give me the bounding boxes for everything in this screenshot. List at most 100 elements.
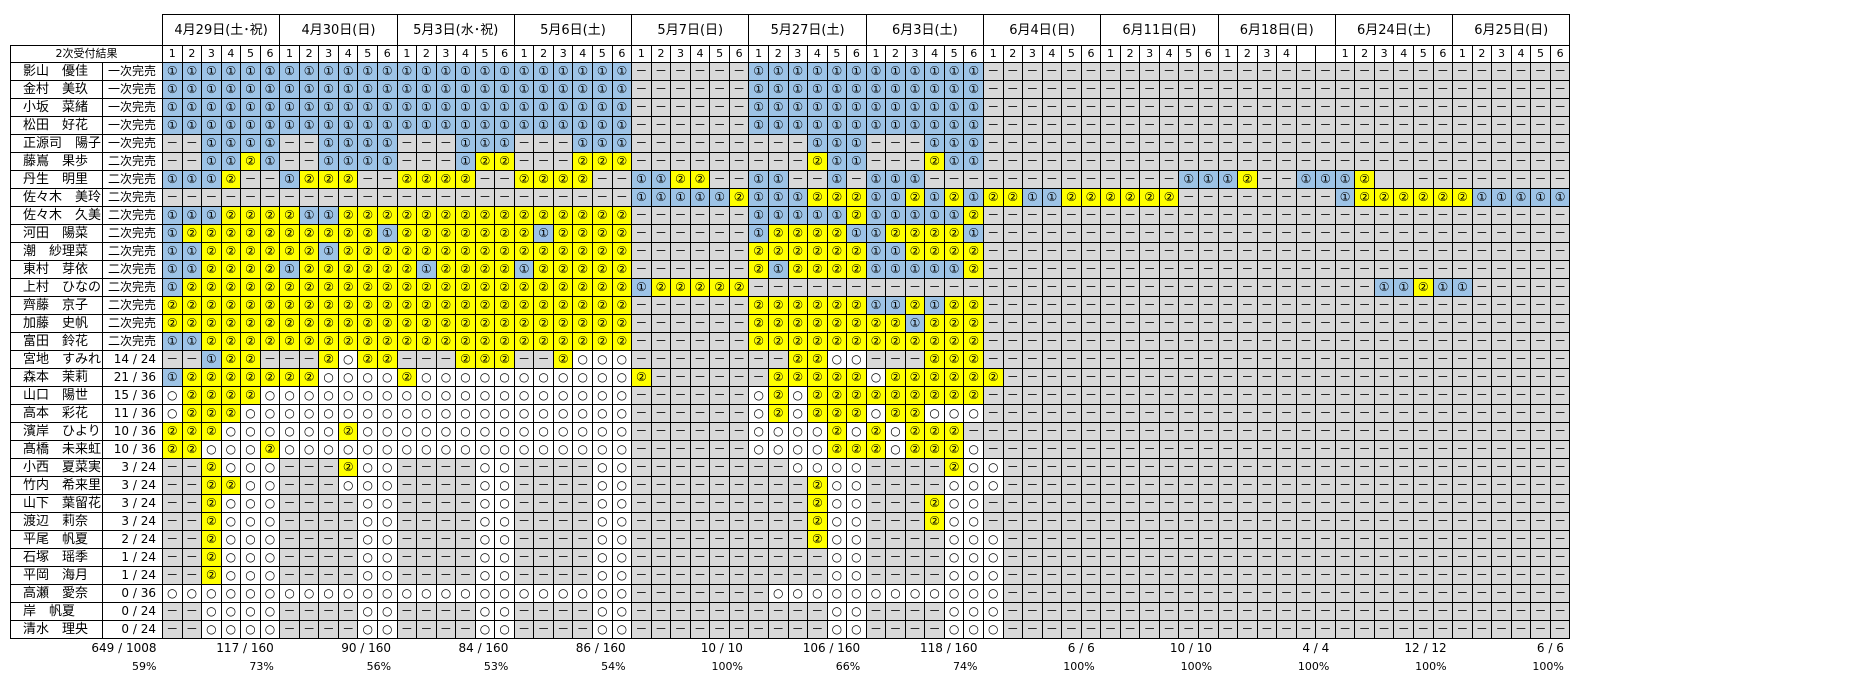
slot-cell: － xyxy=(1549,170,1571,189)
slot-cell: － xyxy=(1158,296,1180,315)
overall-count: 649 / 1008 xyxy=(91,640,157,655)
slot-cell: － xyxy=(318,494,339,513)
slot-cell: － xyxy=(435,494,457,513)
slot-cell: － xyxy=(1373,602,1395,621)
slot-cell: － xyxy=(533,494,554,513)
slot-cell: ② xyxy=(357,206,379,225)
slot-cell: － xyxy=(1510,170,1532,189)
slot-cell: － xyxy=(1393,332,1414,351)
slot-cell: － xyxy=(592,170,613,189)
slot-cell: ○ xyxy=(357,512,379,531)
slot-cell: － xyxy=(1217,224,1239,243)
slot-cell: － xyxy=(670,224,691,243)
slot-cell: － xyxy=(337,602,359,621)
slot-cell: ① xyxy=(767,116,789,135)
slot-cell: ① xyxy=(533,224,554,243)
slot-cell: － xyxy=(1061,62,1082,81)
slot-cell: ① xyxy=(963,224,984,243)
slot-cell: － xyxy=(1491,98,1512,117)
slot-cell: ① xyxy=(494,98,515,117)
slot-cell: － xyxy=(1061,368,1082,387)
slot-cell: ○ xyxy=(357,620,379,639)
slot-cell: ○ xyxy=(982,602,1004,621)
slot-cell: － xyxy=(689,242,711,261)
slot-cell: ② xyxy=(807,368,828,387)
slot-cell: － xyxy=(1217,296,1239,315)
slot-cell: － xyxy=(592,188,613,207)
slot-cell: ○ xyxy=(474,458,496,477)
slot-cell: － xyxy=(1432,80,1454,99)
result-header-label: 2次受付結果 xyxy=(10,45,163,63)
slot-cell: ○ xyxy=(826,620,848,639)
slot-cell: － xyxy=(650,332,672,351)
slot-cell: ② xyxy=(416,224,437,243)
slot-cell: ○ xyxy=(943,566,965,585)
slot-cell: － xyxy=(1549,350,1571,369)
member-row: 佐々木 美玲 二次完売－－－－－－－－－－－－－－－－－－－－－－－－ ① ① ① ① ① ②… xyxy=(10,188,1571,207)
slot-cell: ○ xyxy=(513,440,535,459)
slot-cell: － xyxy=(728,224,750,243)
slot-cell: － xyxy=(1256,314,1278,333)
slot-cell: － xyxy=(1197,80,1219,99)
slot-cell: － xyxy=(631,404,652,423)
date-total-count: 118 / 160 xyxy=(919,640,978,655)
member-status: 一次完売 xyxy=(102,134,163,153)
slot-cell: ② xyxy=(240,368,261,387)
slot-cell: － xyxy=(1041,80,1063,99)
slot-cell: － xyxy=(1510,350,1532,369)
slot-cell: － xyxy=(1452,386,1473,405)
slot-cell: ① xyxy=(963,80,984,99)
part-number: 4 xyxy=(689,45,711,63)
part-number: 6 xyxy=(1197,45,1219,63)
slot-cell: － xyxy=(1510,152,1532,171)
slot-cell: － xyxy=(1178,404,1199,423)
slot-cell: － xyxy=(1334,242,1356,261)
slot-cell: ○ xyxy=(259,548,281,567)
slot-cell: ○ xyxy=(885,584,906,603)
slot-cell: － xyxy=(1237,530,1258,549)
slot-cell: ② xyxy=(611,260,633,279)
slot-cell: ① xyxy=(201,62,222,81)
slot-cell: － xyxy=(1119,350,1141,369)
slot-cell: － xyxy=(787,152,809,171)
slot-cell: － xyxy=(435,566,457,585)
slot-cell: － xyxy=(1393,386,1414,405)
slot-cell: ○ xyxy=(611,350,633,369)
slot-cell: － xyxy=(1530,116,1551,135)
slot-cell: － xyxy=(435,512,457,531)
sales-results-table: 4月29日(土･祝) 4月30日(日) 5月3日(水･祝) 5月6日(土) 5月7日(日… xyxy=(10,14,1571,675)
slot-cell: ○ xyxy=(572,422,594,441)
slot-cell: － xyxy=(1100,476,1121,495)
slot-cell: ① xyxy=(357,116,379,135)
slot-cell: － xyxy=(1432,116,1454,135)
part-number: 4 xyxy=(1158,45,1180,63)
slot-cell: － xyxy=(1393,152,1414,171)
slot-cell: － xyxy=(1237,278,1258,297)
slot-cell: － xyxy=(1100,422,1121,441)
slot-cell: － xyxy=(1510,476,1532,495)
slot-cell: － xyxy=(396,602,418,621)
slot-cell: － xyxy=(1061,314,1082,333)
slot-cell: ① xyxy=(455,116,476,135)
slot-cell: － xyxy=(748,566,769,585)
slot-cell: － xyxy=(767,278,789,297)
slot-cell: － xyxy=(689,584,711,603)
slot-cell: － xyxy=(728,494,750,513)
slot-cell: － xyxy=(1119,476,1141,495)
slot-cell: － xyxy=(396,188,418,207)
slot-cell: ○ xyxy=(787,404,809,423)
slot-cell: ○ xyxy=(416,584,437,603)
slot-cell: ○ xyxy=(865,404,887,423)
slot-cell: － xyxy=(1354,404,1375,423)
slot-cell: ② xyxy=(494,206,515,225)
slot-cell: － xyxy=(1432,170,1454,189)
slot-cell: － xyxy=(1491,62,1512,81)
slot-cell: ○ xyxy=(435,422,457,441)
slot-cell: － xyxy=(1100,116,1121,135)
slot-cell: － xyxy=(1080,620,1102,639)
slot-cell: － xyxy=(1471,566,1493,585)
slot-cell: － xyxy=(1022,242,1043,261)
slot-cell: ① xyxy=(924,260,945,279)
slot-cell: ② xyxy=(807,188,828,207)
slot-cell: － xyxy=(1334,584,1356,603)
